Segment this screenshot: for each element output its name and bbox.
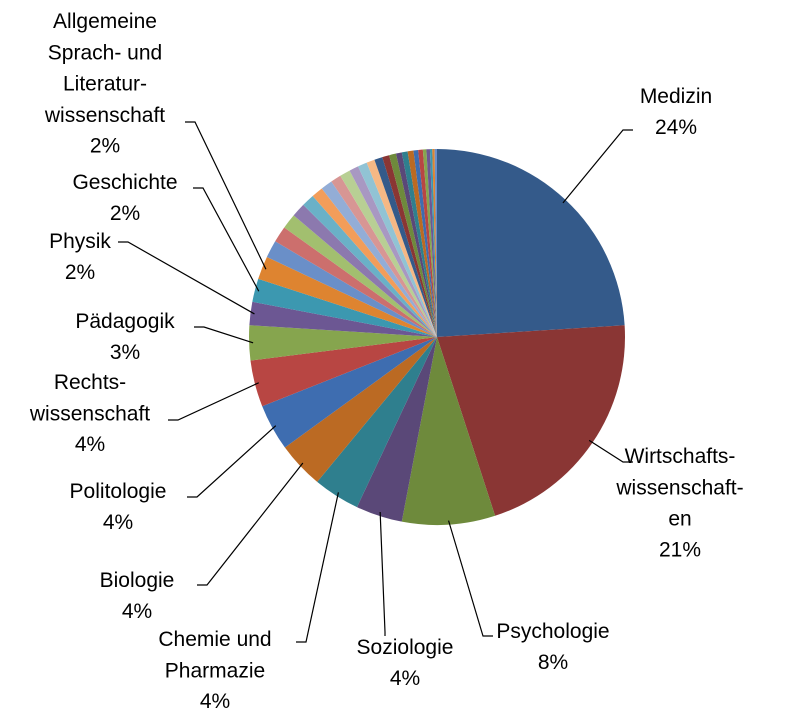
slice-label: Pädagogik <box>75 310 175 333</box>
pie-slice <box>382 155 437 337</box>
pie-slice <box>275 227 437 337</box>
pie-slice <box>366 159 437 337</box>
pie-slice <box>331 175 437 337</box>
slice-label: Medizin <box>640 85 712 108</box>
slice-value-label: 4% <box>75 433 105 456</box>
pie-slice <box>432 149 437 337</box>
leader-line <box>185 121 267 270</box>
leader-line <box>194 326 254 344</box>
pie-slice <box>395 152 437 337</box>
leader-line <box>296 492 339 643</box>
pie-slice <box>293 204 437 337</box>
slice-value-label: 4% <box>390 667 420 690</box>
slice-value-label: 4% <box>122 600 152 623</box>
slice-value-label: 2% <box>110 202 140 225</box>
slice-label: Rechts-wissenschaft <box>29 371 150 425</box>
slice-value-label: 4% <box>103 511 133 534</box>
pie-slice <box>407 150 437 337</box>
slice-label: Soziologie <box>357 636 454 659</box>
slice-value-label: 2% <box>90 135 120 158</box>
leader-line <box>193 187 260 292</box>
pie-slice <box>437 149 625 337</box>
pie-slice <box>413 149 437 337</box>
pie-slice <box>252 278 437 337</box>
pie-slice <box>358 162 437 337</box>
slice-label: Biologie <box>100 569 175 592</box>
slice-value-label: 2% <box>65 261 95 284</box>
pie-slice <box>401 337 496 525</box>
pie-slice <box>356 337 437 522</box>
pie-slice <box>262 337 437 448</box>
pie-slice <box>266 241 437 337</box>
pie-slice <box>429 149 437 337</box>
slice-value-label: 4% <box>200 690 230 713</box>
pie-slice <box>426 149 437 337</box>
leader-line <box>118 241 255 315</box>
pie-slice <box>284 337 437 482</box>
slice-label: Allgemeine Sprach- und Literatur-wissensch… <box>44 10 165 127</box>
pie-slice <box>258 256 437 337</box>
pie-slice <box>389 153 437 337</box>
pie-slice <box>317 337 437 508</box>
leader-line <box>562 129 633 204</box>
slice-value-label: 8% <box>538 651 568 674</box>
pie-slice <box>249 301 437 337</box>
slice-label: Geschichte <box>72 171 177 194</box>
slice-label: Wirtschafts-wissenschaft-en <box>615 445 743 531</box>
pie-slice <box>249 325 437 361</box>
pie-slice <box>321 181 437 337</box>
pie-slice <box>418 149 437 337</box>
pie-slice <box>434 149 437 337</box>
leader-line <box>168 382 260 421</box>
leader-line <box>588 439 633 463</box>
pie-slice <box>250 337 437 407</box>
leader-line <box>187 425 277 498</box>
slice-label: Physik <box>49 230 111 253</box>
slice-label: Psychologie <box>496 620 609 643</box>
slice-value-label: 3% <box>110 341 140 364</box>
slice-value-label: 21% <box>659 538 701 561</box>
slice-value-label: 24% <box>655 116 697 139</box>
leader-line <box>379 511 386 636</box>
slice-label: Chemie und Pharmazie <box>158 628 271 682</box>
pie-slice <box>437 325 626 516</box>
pie-slice <box>374 157 437 337</box>
pie-slice <box>422 149 437 337</box>
pie-slice <box>303 195 437 337</box>
pie-slice <box>284 215 437 337</box>
pie-slice <box>349 166 437 337</box>
pie-slice <box>401 151 437 337</box>
leader-line <box>447 520 493 637</box>
slice-label: Politologie <box>70 480 167 503</box>
pie-slice <box>312 188 437 337</box>
leader-line <box>197 462 304 586</box>
pie-slice <box>340 170 437 337</box>
